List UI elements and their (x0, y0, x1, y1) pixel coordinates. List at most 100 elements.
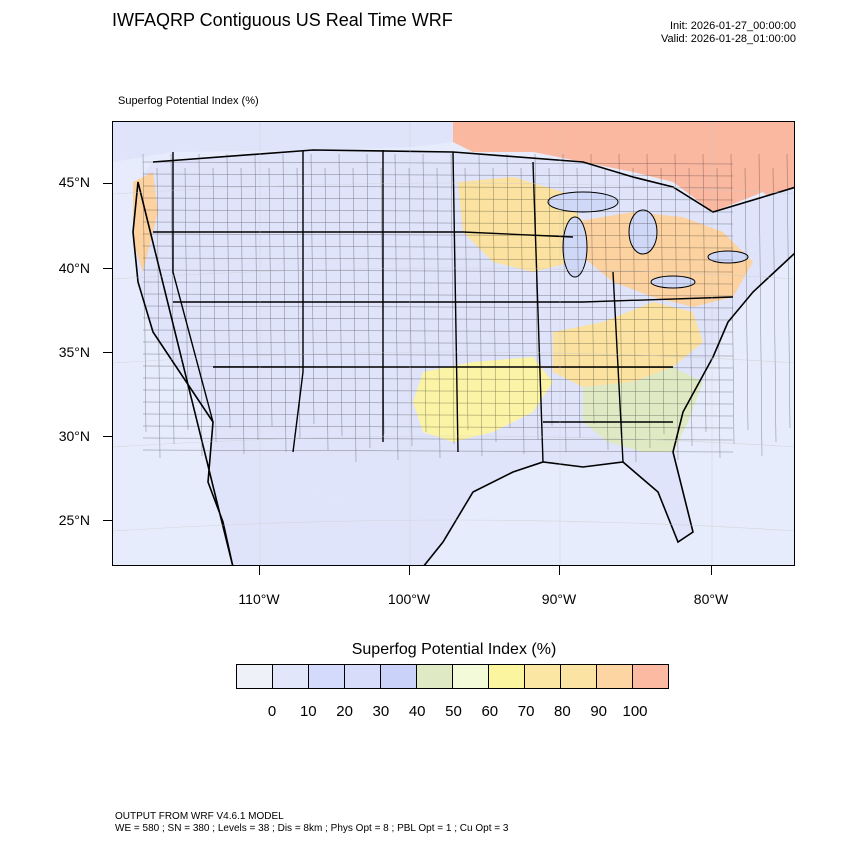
legend-title: Superfog Potential Index (%) (351, 641, 557, 658)
county-line (716, 167, 721, 459)
county-line (436, 167, 441, 459)
field-label: Superfog Potential Index (%) (118, 95, 259, 107)
state-borders (153, 150, 734, 463)
lake-huron (628, 209, 658, 255)
color-bar-tick-label: 30 (372, 703, 390, 720)
county-line (618, 153, 623, 437)
county-line (142, 413, 734, 417)
county-line (142, 293, 734, 297)
county-line (142, 269, 734, 273)
model-info: OUTPUT FROM WRF V4.6.1 MODEL WE = 580 ; … (115, 811, 508, 835)
parallel (113, 182, 794, 195)
graticule (113, 122, 794, 565)
county-line (212, 167, 217, 443)
parallel (113, 267, 794, 280)
county-line (142, 197, 734, 201)
county-line (184, 167, 189, 431)
lon-label-100: 100°W (387, 591, 431, 607)
county-line (142, 153, 147, 433)
county-line (142, 437, 734, 441)
county-line (422, 153, 427, 433)
color-bar-box (633, 665, 668, 688)
county-line (142, 221, 734, 225)
lake-ontario (707, 250, 749, 264)
lon-tick (259, 566, 260, 575)
color-bar-tick-label: 40 (408, 703, 426, 720)
county-lines (142, 153, 791, 463)
county-line (142, 401, 734, 405)
color-bar-tick-label: 100 (622, 703, 648, 720)
lon-label-90: 90°W (541, 591, 577, 607)
county-line (142, 281, 734, 285)
plot-title: IWFAQRP Contiguous US Real Time WRF (112, 10, 453, 30)
county-line (492, 167, 497, 443)
color-bar-box (453, 665, 489, 688)
county-line (464, 167, 469, 431)
county-line (142, 329, 734, 333)
county-line (254, 153, 259, 441)
lat-label-30: 30°N (58, 428, 90, 444)
county-line (604, 167, 609, 451)
county-line (142, 173, 734, 177)
county-line (142, 425, 734, 429)
color-bar-box (273, 665, 309, 688)
county-line (520, 167, 525, 455)
lon-tick (409, 566, 410, 575)
county-line (142, 161, 734, 165)
color-bar-tick-label: 20 (336, 703, 353, 720)
county-line (702, 153, 707, 433)
color-bar-box (597, 665, 633, 688)
color-bar (236, 664, 669, 689)
state-border-42n (153, 231, 574, 238)
county-line (352, 167, 357, 463)
lat-label-40: 40°N (58, 260, 90, 276)
color-bar-box (345, 665, 381, 688)
county-line (142, 317, 734, 321)
init-time: Init: 2026-01-27_00:00:00 (670, 20, 796, 32)
lat-label-35: 35°N (58, 344, 90, 360)
color-bar-box (309, 665, 345, 688)
county-line (142, 305, 734, 309)
lat-label-25: 25°N (58, 512, 90, 528)
lat-tick (103, 436, 112, 437)
color-bar-box (525, 665, 561, 688)
county-line (534, 153, 539, 441)
coastline (132, 149, 794, 565)
county-line (268, 167, 273, 427)
county-line (688, 167, 693, 447)
state-border-38n (173, 296, 734, 303)
ohio-valley-fill (553, 302, 703, 387)
color-bar-box (489, 665, 525, 688)
county-line (310, 153, 315, 425)
canada-west-fill (113, 122, 453, 162)
state-border-midwest (532, 161, 544, 463)
parallel (113, 351, 794, 364)
lake-superior (547, 191, 619, 213)
canada-fill (453, 122, 794, 221)
county-line (660, 167, 665, 435)
county-line (142, 245, 734, 249)
state-border-rockies (292, 150, 304, 453)
color-bar-box (417, 665, 453, 688)
county-line (142, 209, 734, 213)
county-line (506, 153, 511, 429)
lat-label-45: 45°N (58, 174, 90, 190)
county-line (142, 353, 734, 357)
lat-tick (103, 520, 112, 521)
lon-tick (711, 566, 712, 575)
map-panel (112, 121, 795, 566)
model-times: Init: 2026-01-27_00:00:00 Valid: 2026-01… (661, 20, 796, 46)
map-canvas (113, 122, 794, 565)
county-line (142, 185, 734, 189)
county-line (548, 167, 553, 427)
color-bar-tick-label: 90 (590, 703, 608, 720)
county-line (730, 153, 735, 445)
county-line (786, 153, 791, 429)
county-line (296, 167, 301, 439)
county-line (338, 153, 343, 437)
county-line (646, 153, 651, 449)
county-line (772, 167, 777, 443)
county-line (142, 233, 734, 237)
lon-label-80: 80°W (693, 591, 729, 607)
lon-label-110: 110°W (238, 591, 280, 607)
